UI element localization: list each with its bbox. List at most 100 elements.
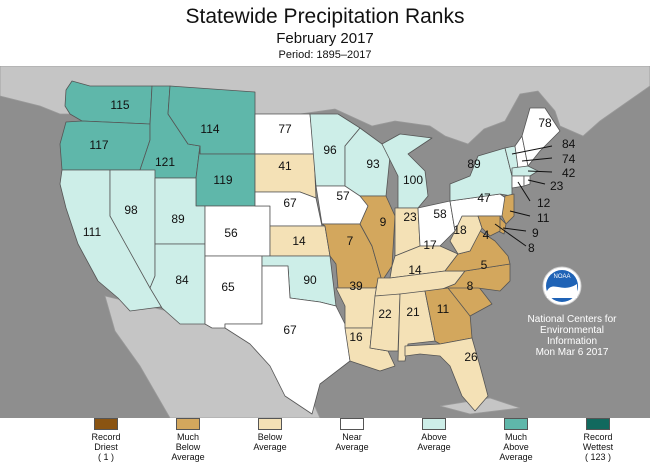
legend-swatch bbox=[258, 418, 282, 430]
states-layer bbox=[59, 80, 561, 415]
state-rank-label-wv: 18 bbox=[453, 223, 467, 237]
state-nc bbox=[444, 263, 511, 292]
state-fl bbox=[404, 337, 489, 412]
state-rank-label-va: 4 bbox=[483, 228, 490, 242]
legend-swatch bbox=[504, 418, 528, 430]
legend-label: Much bbox=[504, 432, 527, 442]
callout-line-md bbox=[494, 223, 527, 247]
legend-label: Average bbox=[335, 442, 369, 452]
state-rank-label-mt: 114 bbox=[200, 122, 219, 136]
state-rank-label-id: 121 bbox=[155, 155, 175, 169]
state-rank-label-ny: 89 bbox=[467, 157, 481, 171]
state-rank-label-fl: 26 bbox=[464, 350, 478, 364]
legend-swatch bbox=[176, 418, 200, 430]
legend-swatch bbox=[586, 418, 610, 430]
state-rank-label-wi: 93 bbox=[366, 157, 380, 171]
state-tx bbox=[224, 265, 351, 415]
precipitation-map: 1151171211141191119889845665774167149067… bbox=[0, 66, 650, 418]
legend-label: Below bbox=[257, 432, 283, 442]
map-title: Statewide Precipitation Ranks bbox=[185, 5, 465, 28]
state-nj bbox=[501, 193, 515, 225]
state-rank-label-nm: 65 bbox=[221, 280, 235, 294]
state-rank-label-ky: 17 bbox=[423, 238, 437, 252]
legend-label: Above bbox=[503, 442, 529, 452]
legend-label: Much bbox=[176, 432, 199, 442]
map-subtitle: February 2017 bbox=[276, 30, 374, 47]
state-wi bbox=[344, 127, 391, 197]
legend-label: Wettest bbox=[582, 442, 614, 452]
state-rank-label-ga: 11 bbox=[437, 302, 450, 316]
callout-line-vt bbox=[511, 145, 553, 155]
callout-line-ma bbox=[527, 170, 553, 173]
state-rank-label-ms: 22 bbox=[378, 307, 392, 321]
noaa-logo-text: NOAA bbox=[553, 274, 570, 280]
state-rank-label-oh: 58 bbox=[433, 207, 447, 221]
callout-rank-label-nh: 74 bbox=[562, 152, 576, 166]
legend-label: Record bbox=[583, 432, 613, 442]
noaa-credit-date: Mon Mar 6 2017 bbox=[536, 347, 609, 358]
state-ma bbox=[511, 165, 539, 177]
map-header: Statewide Precipitation Ranks February 2… bbox=[0, 0, 650, 66]
state-rank-label-wy: 119 bbox=[213, 173, 232, 187]
state-rank-label-nd: 77 bbox=[278, 122, 292, 136]
state-rank-label-az: 84 bbox=[175, 273, 189, 287]
legend-item-near: Near Average bbox=[312, 418, 392, 452]
legend-label: Record bbox=[91, 432, 121, 442]
callout-rank-label-ri: 23 bbox=[550, 179, 564, 193]
legend-swatch bbox=[340, 418, 364, 430]
legend-label: Average bbox=[499, 452, 533, 462]
legend-item-above: Above Average bbox=[394, 418, 474, 452]
callout-line-ct bbox=[517, 181, 531, 202]
state-rank-label-sd: 41 bbox=[278, 159, 292, 173]
state-rank-label-or: 117 bbox=[89, 138, 108, 152]
state-rank-label-tx: 67 bbox=[283, 323, 297, 337]
state-rank-label-nv: 98 bbox=[124, 203, 138, 217]
legend-label: Near bbox=[342, 432, 362, 442]
state-rank-label-me: 78 bbox=[538, 116, 552, 130]
state-rank-label-in: 23 bbox=[403, 210, 417, 224]
legend-item-below: Below Average bbox=[230, 418, 310, 452]
callout-lines bbox=[494, 145, 553, 247]
state-rank-label-pa: 47 bbox=[477, 191, 491, 205]
noaa-credit-line1: National Centers for bbox=[528, 314, 618, 325]
noaa-credit-line3: Information bbox=[547, 336, 597, 347]
state-rank-label-ne: 67 bbox=[283, 196, 297, 210]
state-rank-label-mi: 100 bbox=[403, 173, 423, 187]
state-rank-label-wa: 115 bbox=[110, 98, 129, 112]
noaa-logo: NOAA bbox=[542, 266, 582, 306]
legend-label: Above bbox=[421, 432, 447, 442]
legend-item-record-wettest: Record Wettest ( 123 ) bbox=[558, 418, 638, 462]
callout-line-nj bbox=[509, 210, 531, 217]
callout-rank-label-ct: 12 bbox=[537, 196, 551, 210]
callout-line-ri bbox=[527, 179, 546, 185]
legend: Record Driest ( 1 ) Much Below Average B… bbox=[0, 418, 650, 475]
legend-item-record-driest: Record Driest ( 1 ) bbox=[66, 418, 146, 462]
state-rank-label-nc: 5 bbox=[481, 258, 488, 272]
state-ms bbox=[369, 293, 401, 352]
legend-label: Driest bbox=[94, 442, 118, 452]
callout-rank-label-ma: 42 bbox=[562, 166, 576, 180]
state-md bbox=[477, 215, 501, 237]
legend-label: ( 123 ) bbox=[584, 452, 611, 462]
legend-label: Below bbox=[175, 442, 201, 452]
legend-label: Average bbox=[253, 442, 287, 452]
legend-item-much-below: Much Below Average bbox=[148, 418, 228, 462]
callout-line-de bbox=[502, 227, 527, 232]
state-rank-label-ia: 57 bbox=[336, 189, 350, 203]
state-rank-label-al: 21 bbox=[406, 305, 420, 319]
legend-swatch bbox=[422, 418, 446, 430]
legend-item-much-above: Much Above Average bbox=[476, 418, 556, 462]
state-oh bbox=[417, 200, 456, 247]
callout-rank-label-md: 8 bbox=[528, 241, 535, 255]
callout-rank-label-vt: 84 bbox=[562, 137, 576, 151]
state-rank-label-co: 56 bbox=[224, 226, 238, 240]
callout-rank-label-nj: 11 bbox=[537, 211, 550, 225]
legend-label: Average bbox=[171, 452, 205, 462]
noaa-bird-icon bbox=[547, 284, 577, 298]
state-wa bbox=[64, 80, 153, 125]
legend-label: Average bbox=[417, 442, 451, 452]
state-rank-label-ks: 14 bbox=[292, 234, 306, 248]
state-rank-label-mo: 7 bbox=[347, 234, 354, 248]
state-labels: 1151171211141191119889845665774167149067… bbox=[83, 98, 552, 364]
